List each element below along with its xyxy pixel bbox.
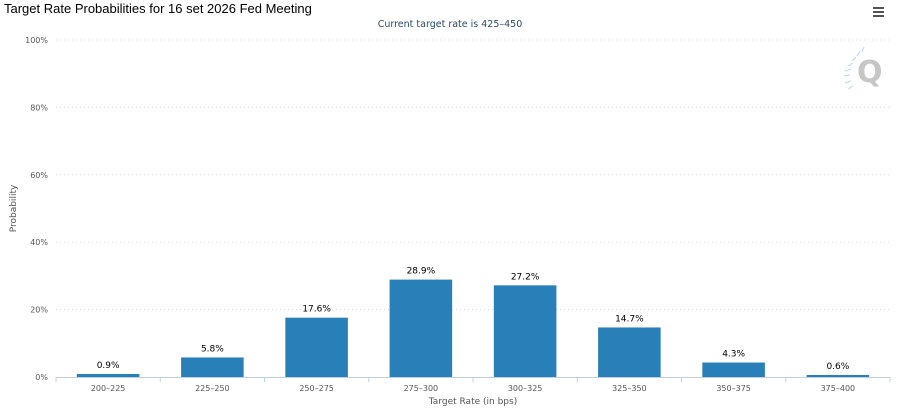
- y-tick-label: 60%: [30, 171, 48, 180]
- bar-value-label: 0.9%: [97, 361, 120, 371]
- bar-value-label: 28.9%: [407, 267, 436, 277]
- x-tick-label: 375–400: [821, 384, 856, 393]
- y-tick-label: 80%: [30, 103, 48, 112]
- bar-value-label: 5.8%: [201, 344, 224, 354]
- x-tick-label: 225–250: [195, 384, 230, 393]
- svg-text:Q: Q: [857, 55, 882, 90]
- bar-250–275[interactable]: [285, 317, 348, 377]
- bar-350–375[interactable]: [702, 362, 765, 377]
- x-tick-label: 250–275: [299, 384, 334, 393]
- bar-value-label: 0.6%: [826, 362, 849, 372]
- bar-275–300[interactable]: [389, 279, 453, 377]
- bar-225–250[interactable]: [181, 357, 244, 377]
- y-axis-title: Probability: [9, 184, 19, 232]
- q-logo-icon: Q: [843, 46, 882, 90]
- bar-value-label: 17.6%: [302, 305, 331, 315]
- bar-200–225[interactable]: [76, 373, 140, 377]
- bar-value-label: 14.7%: [615, 314, 644, 324]
- bar-value-label: 27.2%: [511, 272, 540, 282]
- bar-300–325[interactable]: [493, 285, 557, 377]
- chart-subtitle: Current target rate is 425–450: [377, 19, 523, 30]
- x-tick-label: 350–375: [716, 384, 751, 393]
- bar-325–350[interactable]: [598, 327, 661, 377]
- x-tick-label: 325–350: [612, 384, 647, 393]
- x-tick-label: 200–225: [91, 384, 126, 393]
- hamburger-menu-icon[interactable]: [871, 5, 887, 19]
- bar-375–400[interactable]: [806, 374, 870, 377]
- y-tick-label: 20%: [30, 306, 48, 315]
- x-tick-label: 275–300: [404, 384, 439, 393]
- y-tick-label: 100%: [25, 36, 48, 45]
- bar-value-label: 4.3%: [722, 350, 745, 360]
- x-axis-title: Target Rate (in bps): [428, 397, 517, 407]
- y-tick-label: 0%: [35, 373, 48, 382]
- y-tick-label: 40%: [30, 238, 48, 247]
- chart-title: Target Rate Probabilities for 16 set 202…: [4, 1, 312, 16]
- x-tick-label: 300–325: [508, 384, 543, 393]
